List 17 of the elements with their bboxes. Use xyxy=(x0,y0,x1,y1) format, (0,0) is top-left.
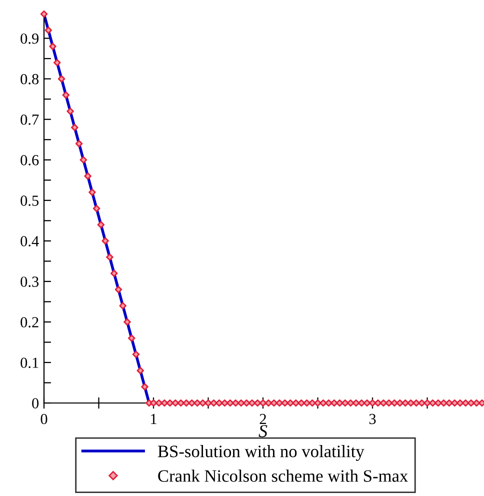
y-tick-label: 0.6 xyxy=(20,155,39,166)
x-tick-label: 3 xyxy=(369,414,376,424)
y-tick-label: 0.5 xyxy=(20,196,39,206)
x-axis-title: S xyxy=(258,425,268,438)
y-tick-label: 0.7 xyxy=(20,114,39,125)
legend-label: BS-solution with no volatility xyxy=(158,445,364,461)
y-tick-label: 0.2 xyxy=(20,317,38,328)
y-tick-label: 0.4 xyxy=(20,236,39,246)
x-tick-label: 2 xyxy=(260,414,266,424)
x-tick-label: 0 xyxy=(40,414,48,424)
y-tick-label: 0.8 xyxy=(20,74,39,84)
y-tick-label: 0 xyxy=(32,398,39,408)
y-tick-label: 0.1 xyxy=(20,358,38,368)
y-tick-label: 0.9 xyxy=(20,33,39,44)
y-tick-label: 0.3 xyxy=(20,276,39,287)
x-tick-label: 1 xyxy=(151,414,156,424)
legend-label: Crank Nicolson scheme with S-max xyxy=(158,470,408,482)
